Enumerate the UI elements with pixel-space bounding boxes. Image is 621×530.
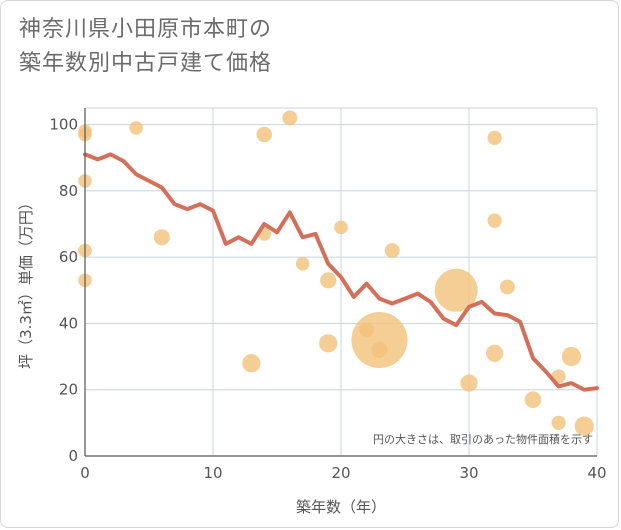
y-tick-label: 0	[68, 447, 78, 465]
chart-title-line1: 神奈川県小田原市本町の	[19, 17, 273, 42]
y-tick-label: 80	[59, 182, 78, 200]
x-tick-label: 10	[203, 464, 222, 482]
x-tick-label: 40	[587, 464, 606, 482]
data-bubble	[320, 272, 337, 289]
trend-line	[83, 152, 599, 392]
data-bubble	[282, 110, 298, 126]
bubble-series	[78, 110, 594, 436]
data-bubble	[319, 334, 338, 353]
data-bubble	[153, 229, 170, 246]
data-bubble	[242, 354, 261, 373]
data-bubble	[487, 130, 502, 145]
data-bubble	[485, 344, 504, 362]
y-tick-label: 40	[59, 314, 78, 332]
trend-series	[83, 152, 599, 392]
data-bubble	[334, 220, 348, 235]
y-tick-label: 100	[49, 116, 78, 134]
y-axis-title: 坪（3.3㎡）単価（万円）	[17, 195, 35, 369]
x-tick-label: 20	[331, 464, 350, 482]
x-tick-label: 0	[80, 464, 90, 482]
x-tick-label: 30	[459, 464, 478, 482]
data-bubble	[487, 213, 502, 228]
chart-title-line2: 築年数別中古戸建て価格	[19, 51, 273, 76]
data-bubble	[524, 391, 542, 408]
y-tick-label: 60	[59, 248, 78, 266]
data-bubble	[371, 341, 388, 358]
x-axis-title: 築年数（年）	[296, 498, 386, 516]
data-bubble	[499, 279, 515, 295]
data-bubble	[574, 416, 594, 436]
data-bubble	[561, 346, 582, 367]
data-bubble	[295, 256, 310, 271]
axes: 0 10 20 30 40 0 20 40 60 80 100	[49, 108, 607, 482]
data-bubble	[460, 374, 478, 392]
data-bubble	[256, 126, 272, 143]
data-bubble	[351, 311, 408, 369]
data-bubble	[434, 268, 478, 312]
data-bubble	[384, 243, 400, 258]
grid-lines	[85, 107, 598, 456]
size-note: 円の大きさは、取引のあった物件面積を示す	[373, 432, 593, 446]
chart-title: 神奈川県小田原市本町の 築年数別中古戸建て価格	[19, 13, 272, 81]
data-bubble	[551, 415, 566, 430]
y-tick-label: 20	[59, 381, 78, 399]
data-bubble	[129, 121, 143, 135]
